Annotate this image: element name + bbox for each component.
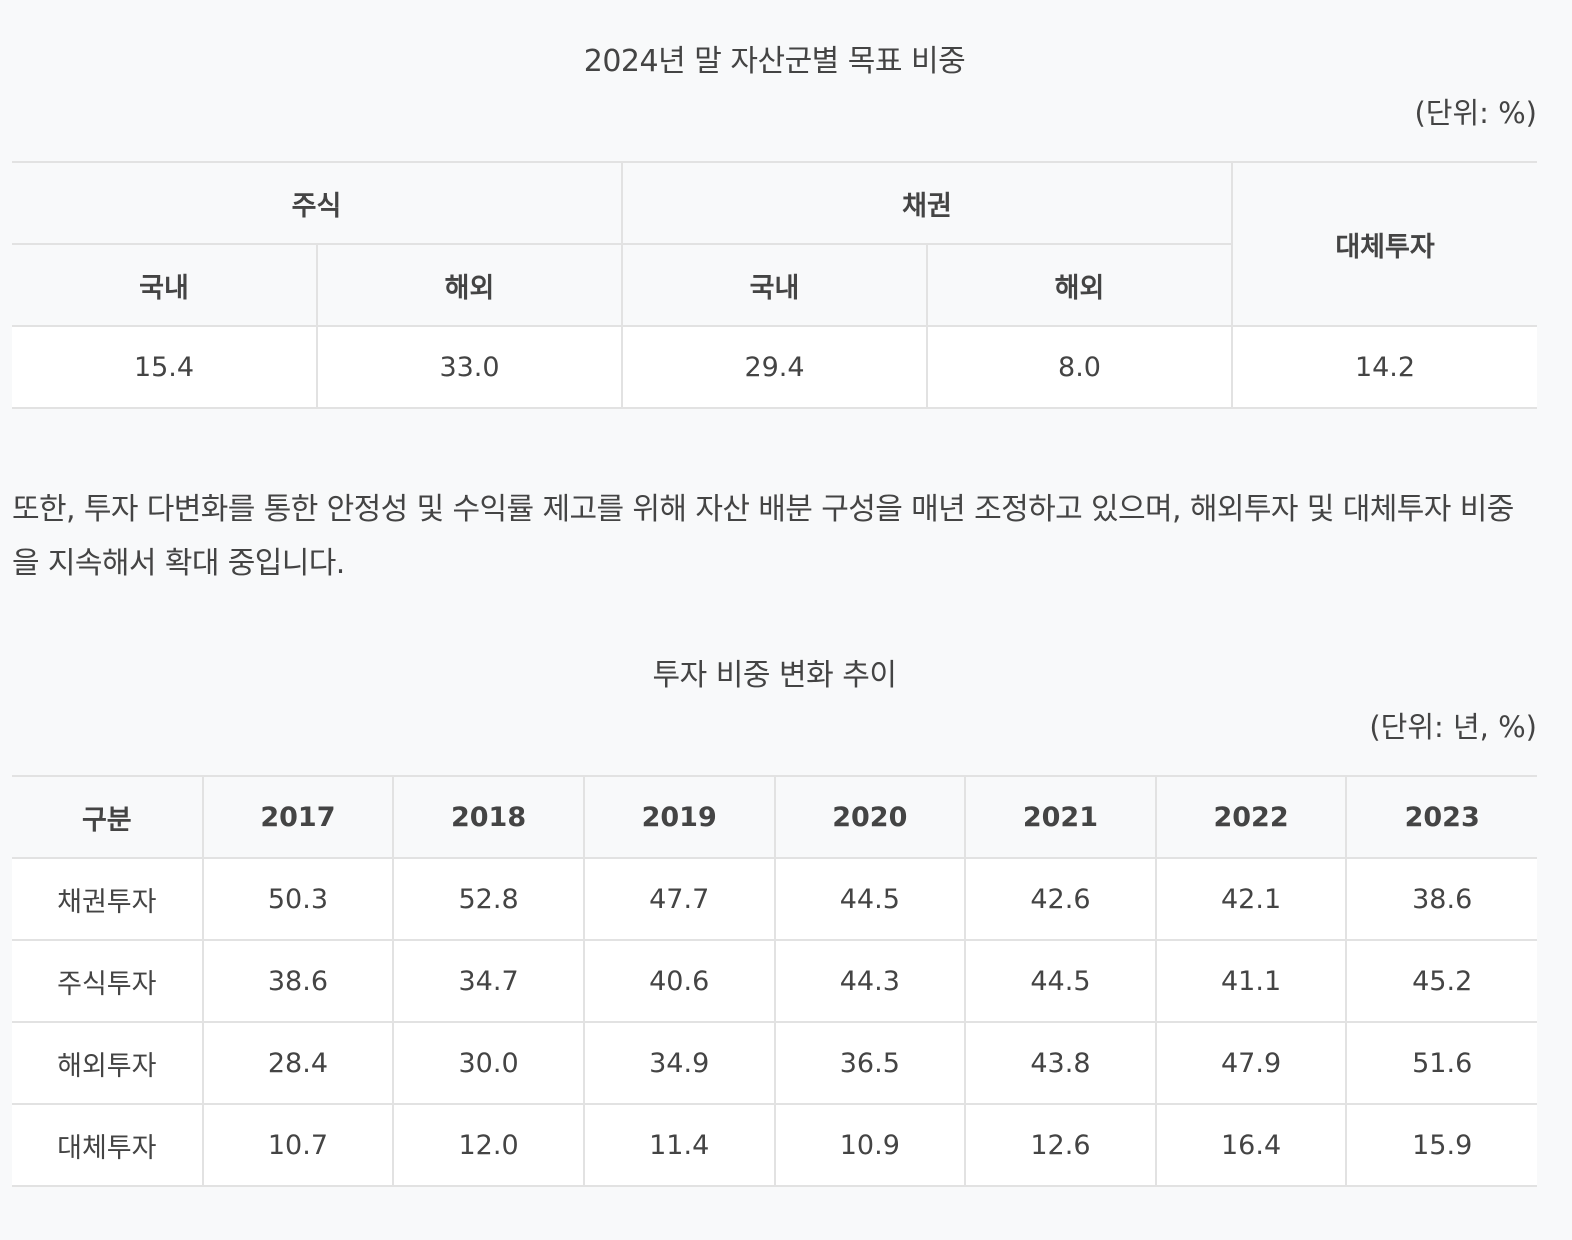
table-cell: 42.1 xyxy=(1154,857,1348,941)
table1-group-header-row: 주식 채권 대체투자 xyxy=(12,161,1537,327)
table-cell: 47.9 xyxy=(1154,1021,1348,1105)
table-row: 해외투자 28.4 30.0 34.9 36.5 43.8 47.9 51.6 xyxy=(12,1021,1537,1105)
table-cell: 38.6 xyxy=(201,939,395,1023)
header-year: 2019 xyxy=(582,775,776,859)
header-year: 2018 xyxy=(392,775,585,859)
value-stock-overseas: 33.0 xyxy=(316,325,623,409)
table-cell: 11.4 xyxy=(582,1103,776,1187)
row-label: 해외투자 xyxy=(12,1021,204,1105)
table-cell: 10.9 xyxy=(773,1103,967,1187)
header-stock-domestic: 국내 xyxy=(12,243,318,327)
table-cell: 12.6 xyxy=(964,1103,1157,1187)
table-cell: 16.4 xyxy=(1154,1103,1348,1187)
header-alternative: 대체투자 xyxy=(1231,161,1537,327)
table-cell: 15.9 xyxy=(1345,1103,1537,1187)
description-paragraph: 또한, 투자 다변화를 통한 안정성 및 수익률 제고를 위해 자산 배분 구성… xyxy=(12,492,1514,581)
table-cell: 52.8 xyxy=(392,857,585,941)
table-cell: 40.6 xyxy=(582,939,776,1023)
table-cell: 34.9 xyxy=(582,1021,776,1105)
table-cell: 44.3 xyxy=(773,939,967,1023)
table-cell: 12.0 xyxy=(392,1103,585,1187)
table-cell: 34.7 xyxy=(392,939,585,1023)
row-label: 채권투자 xyxy=(12,857,204,941)
table-row: 15.4 33.0 29.4 8.0 14.2 xyxy=(12,325,1537,409)
header-year: 2020 xyxy=(773,775,967,859)
table-cell: 42.6 xyxy=(964,857,1157,941)
header-bond-domestic: 국내 xyxy=(621,243,928,327)
header-stock-overseas: 해외 xyxy=(316,243,623,327)
header-bond: 채권 xyxy=(621,161,1233,245)
table-row: 채권투자 50.3 52.8 47.7 44.5 42.6 42.1 38.6 xyxy=(12,857,1537,941)
table2-unit: (단위: 년, %) xyxy=(1369,710,1537,744)
header-category: 구분 xyxy=(12,775,204,859)
header-year: 2021 xyxy=(964,775,1157,859)
value-alternative: 14.2 xyxy=(1231,325,1537,409)
table2-caption: 투자 비중 변화 추이 xyxy=(652,658,897,693)
header-stock: 주식 xyxy=(12,161,623,245)
header-bond-overseas: 해외 xyxy=(926,243,1232,327)
value-stock-domestic: 15.4 xyxy=(12,325,318,409)
table-cell: 45.2 xyxy=(1345,939,1537,1023)
table-cell: 38.6 xyxy=(1345,857,1537,941)
table-cell: 36.5 xyxy=(773,1021,967,1105)
table-cell: 47.7 xyxy=(582,857,776,941)
allocation-trend-table: 구분 2017 2018 2019 2020 2021 2022 2023 채권… xyxy=(12,775,1537,1187)
table-cell: 30.0 xyxy=(392,1021,585,1105)
header-year: 2023 xyxy=(1345,775,1537,859)
table-cell: 43.8 xyxy=(964,1021,1157,1105)
table-row: 대체투자 10.7 12.0 11.4 10.9 12.6 16.4 15.9 xyxy=(12,1103,1537,1187)
table-cell: 44.5 xyxy=(964,939,1157,1023)
header-year: 2022 xyxy=(1154,775,1348,859)
table2-header-row: 구분 2017 2018 2019 2020 2021 2022 2023 xyxy=(12,775,1537,859)
row-label: 주식투자 xyxy=(12,939,204,1023)
header-year: 2017 xyxy=(201,775,395,859)
value-bond-overseas: 8.0 xyxy=(926,325,1233,409)
table-row: 주식투자 38.6 34.7 40.6 44.3 44.5 41.1 45.2 xyxy=(12,939,1537,1023)
table-cell: 10.7 xyxy=(201,1103,395,1187)
table1-sub-header-row: 국내 해외 국내 해외 xyxy=(12,243,1537,327)
table-cell: 41.1 xyxy=(1154,939,1348,1023)
value-bond-domestic: 29.4 xyxy=(621,325,928,409)
table-cell: 44.5 xyxy=(773,857,967,941)
row-label: 대체투자 xyxy=(12,1103,204,1187)
table-cell: 50.3 xyxy=(201,857,395,941)
table-cell: 28.4 xyxy=(201,1021,395,1105)
target-allocation-table: 주식 채권 대체투자 국내 해외 국내 해외 15.4 33.0 29.4 8.… xyxy=(12,161,1537,409)
table1-unit: (단위: %) xyxy=(1414,96,1537,130)
table1-caption: 2024년 말 자산군별 목표 비중 xyxy=(583,44,966,79)
table-cell: 51.6 xyxy=(1345,1021,1537,1105)
